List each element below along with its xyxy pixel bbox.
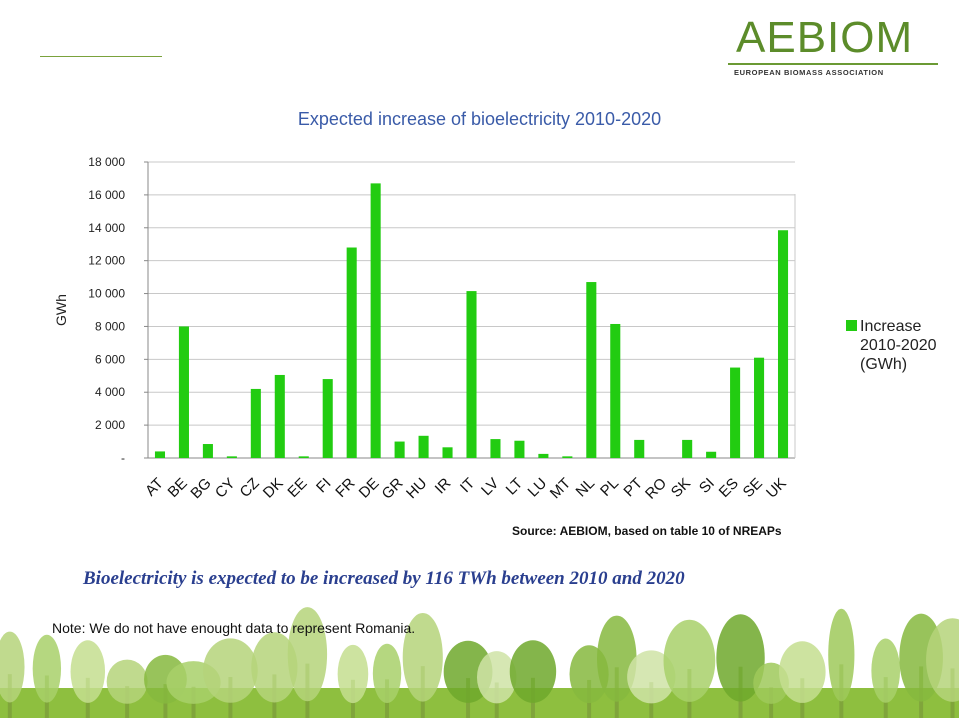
bar-pl bbox=[610, 323, 621, 458]
legend-label: Increase 2010-2020 (GWh) bbox=[860, 318, 937, 373]
y-tick-label: 10 000 bbox=[88, 287, 125, 301]
logo-subtitle: EUROPEAN BIOMASS ASSOCIATION bbox=[734, 68, 884, 77]
x-tick-label: SE bbox=[740, 475, 766, 501]
bar-fr bbox=[346, 247, 357, 458]
bar-mt bbox=[562, 456, 573, 458]
romania-note: Note: We do not have enought data to rep… bbox=[52, 620, 416, 636]
bar-nl bbox=[586, 282, 597, 458]
y-tick-label: 12 000 bbox=[88, 254, 125, 268]
tree-canopy bbox=[828, 608, 855, 702]
x-tick-label: LU bbox=[525, 475, 551, 501]
bar-gr bbox=[394, 441, 405, 458]
bar-es bbox=[730, 367, 741, 458]
x-tick-label: LV bbox=[478, 475, 502, 499]
tree-canopy bbox=[106, 659, 148, 704]
bar-uk bbox=[777, 230, 789, 458]
x-tick-label: FR bbox=[332, 475, 358, 501]
tree-canopy bbox=[509, 640, 557, 703]
x-tick-label: CZ bbox=[236, 475, 262, 501]
x-tick-label: NL bbox=[573, 475, 599, 501]
tree-canopy bbox=[627, 650, 676, 704]
x-tick-label: SK bbox=[668, 475, 694, 501]
y-tick-label: 14 000 bbox=[88, 221, 125, 235]
y-axis-label: GWh bbox=[53, 294, 69, 326]
chart-title: Expected increase of bioelectricity 2010… bbox=[297, 109, 662, 129]
tree-canopy bbox=[597, 615, 637, 702]
tree-canopy bbox=[203, 638, 258, 703]
header-divider bbox=[40, 56, 162, 57]
x-tick-label: FI bbox=[313, 475, 334, 496]
bar-bg bbox=[202, 444, 213, 458]
tree-canopy bbox=[32, 634, 62, 703]
tree-silhouettes-decoration bbox=[0, 607, 959, 718]
tree-canopy bbox=[871, 638, 901, 703]
x-tick-label: EE bbox=[284, 475, 310, 501]
tree-canopy bbox=[476, 651, 517, 704]
bar-se bbox=[754, 357, 765, 458]
x-tick-label: SI bbox=[696, 475, 718, 497]
bar-fi bbox=[322, 379, 333, 458]
tree-canopy bbox=[716, 614, 765, 702]
tree-canopy bbox=[926, 618, 959, 702]
y-tick-label: 2 000 bbox=[95, 418, 125, 432]
x-tick-label: HU bbox=[403, 475, 430, 502]
x-tick-label: ES bbox=[716, 475, 742, 501]
bar-chart: 18 000 16 000 14 000 12 000 10 000 8 000 6 000… bbox=[53, 155, 796, 503]
tree-canopy bbox=[663, 619, 716, 702]
logo-wordmark: AEBIOM bbox=[736, 13, 914, 62]
x-tick-label: PT bbox=[620, 475, 646, 501]
y-tick-label: 16 000 bbox=[88, 188, 125, 202]
x-tick-label: IR bbox=[432, 475, 455, 498]
y-tick-label: 6 000 bbox=[95, 352, 125, 366]
y-tick-label: 8 000 bbox=[95, 319, 125, 333]
x-tick-label: DK bbox=[260, 475, 287, 502]
tree-canopy bbox=[402, 612, 443, 702]
bar-at bbox=[154, 451, 166, 458]
bar-be bbox=[178, 326, 189, 458]
bar-sk bbox=[682, 439, 693, 458]
bar-de bbox=[370, 183, 381, 458]
y-tick-label: 4 000 bbox=[95, 385, 125, 399]
tree-canopy bbox=[372, 643, 402, 704]
bar-dk bbox=[274, 374, 285, 458]
bar-lt bbox=[514, 440, 525, 458]
bar-ee bbox=[298, 456, 309, 458]
bar-cy bbox=[226, 456, 237, 458]
bar-si bbox=[706, 451, 717, 458]
bar-cz bbox=[250, 388, 261, 458]
bar-lv bbox=[490, 439, 501, 458]
aebiom-logo: AEBIOM EUROPEAN BIOMASS ASSOCIATION bbox=[728, 12, 938, 77]
x-tick-label: GR bbox=[379, 475, 407, 503]
x-tick-label: UK bbox=[763, 475, 790, 502]
y-tick-label: - bbox=[121, 451, 125, 465]
x-tick-label: BE bbox=[165, 475, 191, 501]
legend-swatch bbox=[846, 320, 857, 331]
tree-canopy bbox=[251, 632, 298, 703]
tree-canopy bbox=[779, 641, 826, 703]
logo-underline bbox=[728, 63, 938, 65]
x-tick-label: PL bbox=[597, 475, 622, 500]
bar-ir bbox=[442, 447, 453, 458]
y-tick-label: 18 000 bbox=[88, 155, 125, 169]
tree-canopy bbox=[70, 640, 106, 703]
chart-legend: Increase 2010-2020 (GWh) bbox=[846, 317, 959, 374]
x-tick-label: MT bbox=[547, 475, 574, 502]
x-tick-label: DE bbox=[356, 475, 383, 502]
x-tick-label: RO bbox=[642, 475, 670, 503]
x-tick-label: BG bbox=[187, 475, 214, 502]
tree-canopy bbox=[287, 607, 328, 702]
tree-canopy bbox=[0, 631, 25, 703]
source-note: Source: AEBIOM, based on table 10 of NRE… bbox=[512, 524, 782, 538]
headline: Bioelectricity is expected to be increas… bbox=[83, 568, 685, 589]
x-tick-label: AT bbox=[142, 475, 167, 500]
bar-pt bbox=[634, 439, 645, 458]
tree-canopy bbox=[337, 644, 369, 704]
bar-lu bbox=[538, 453, 549, 458]
bar-it bbox=[466, 291, 477, 458]
x-tick-label: LT bbox=[503, 475, 527, 499]
x-tick-label: IT bbox=[457, 475, 478, 496]
bar-hu bbox=[418, 435, 429, 458]
x-tick-label: CY bbox=[212, 475, 239, 502]
